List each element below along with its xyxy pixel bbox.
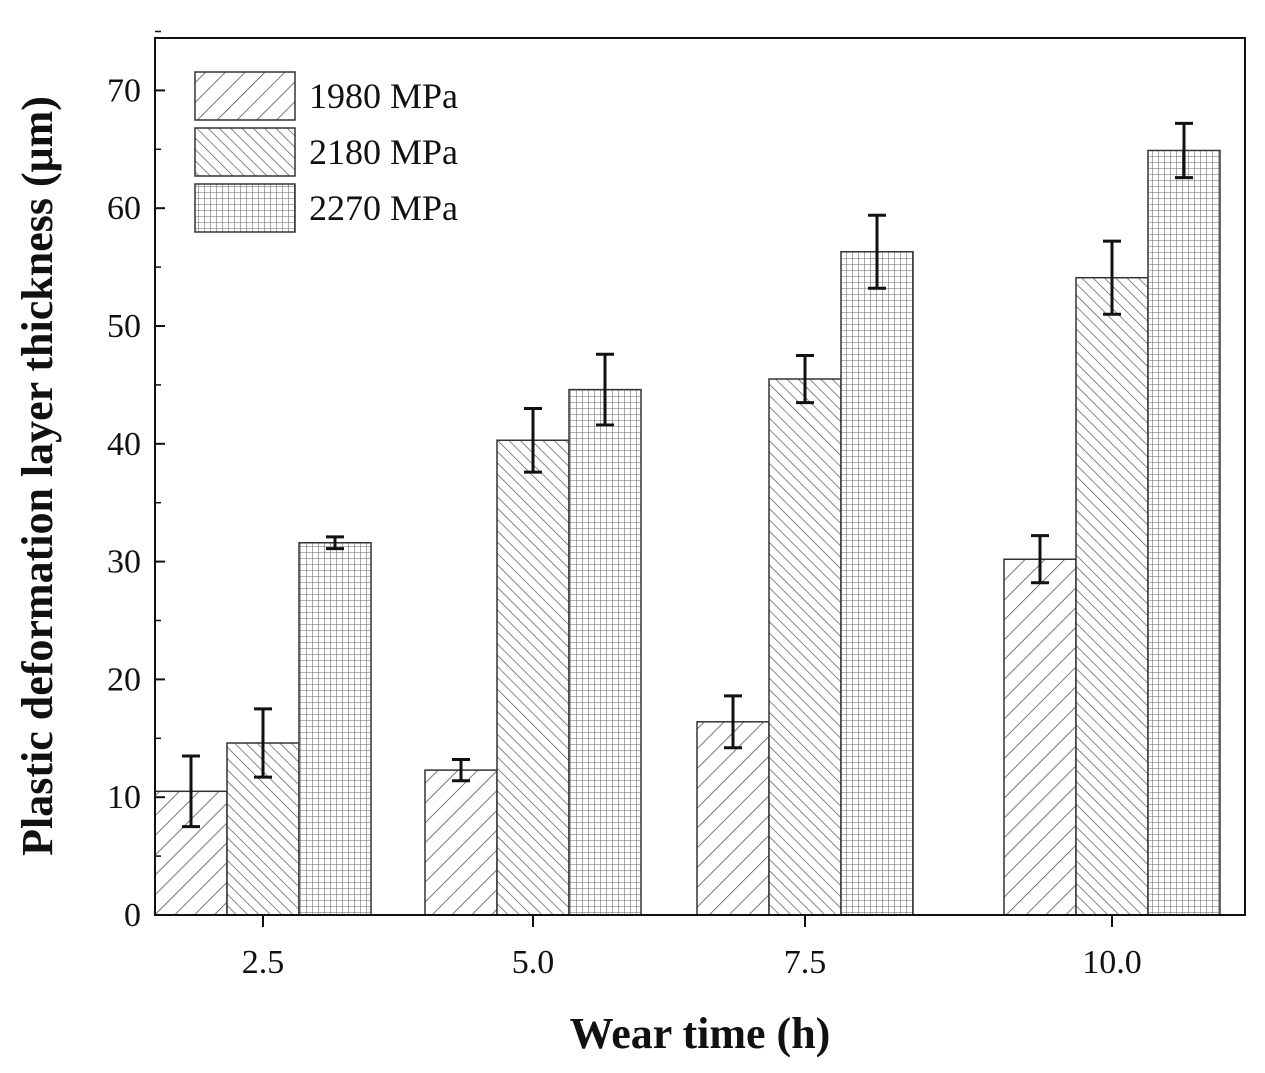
y-tick-label: 50 [107,308,141,345]
bar-2270-mpa-7.5 [840,251,914,916]
plot-frame [154,37,1246,916]
x-tick-label: 7.5 [784,944,827,981]
legend-label: 2270 MPa [309,188,458,228]
error-bar-2270-mpa-5.0 [596,352,614,427]
error-bar-2180-mpa-7.5 [796,353,814,405]
y-tick-label: 30 [107,544,141,581]
legend-item: 2180 MPa [194,127,458,177]
bar-2270-mpa-2.5 [298,542,372,916]
legend-label: 2180 MPa [309,132,458,172]
bar-1980-mpa-5.0 [424,769,498,916]
bar-2270-mpa-10.0 [1147,149,1221,916]
legend: 1980 MPa 2180 MPa 2270 MPa [194,71,458,233]
legend-item: 2270 MPa [194,183,458,233]
error-bar-2270-mpa-7.5 [868,213,886,290]
error-bar-2180-mpa-2.5 [254,707,272,779]
legend-swatch [194,127,296,177]
x-axis-title: Wear time (h) [570,1009,831,1058]
bar-2180-mpa-5.0 [496,439,570,916]
bar-2180-mpa-10.0 [1075,276,1149,916]
y-axis-title: Plastic deformation layer thickness (μm) [13,96,62,856]
bar-2270-mpa-5.0 [568,388,642,916]
error-bar-1980-mpa-2.5 [182,754,200,829]
error-bar-1980-mpa-10.0 [1031,534,1049,585]
error-bar-2270-mpa-10.0 [1175,121,1193,180]
bar-1980-mpa-7.5 [696,721,770,916]
bar-2180-mpa-7.5 [768,378,842,916]
legend-swatch [194,183,296,233]
x-tick-label: 10.0 [1082,944,1142,981]
y-tick-label: 70 [107,72,141,109]
x-tick-label: 5.0 [512,944,555,981]
y-tick-label: 60 [107,190,141,227]
bar-1980-mpa-10.0 [1003,558,1077,916]
error-bars-layer [182,121,1193,829]
error-bar-2180-mpa-5.0 [524,406,542,474]
error-bar-1980-mpa-7.5 [724,694,742,750]
y-axis: 0 10 20 30 40 50 60 70 [107,30,165,934]
bars-layer [154,149,1221,916]
y-tick-label: 0 [124,897,141,934]
error-bar-2180-mpa-10.0 [1103,239,1121,316]
legend-item: 1980 MPa [194,71,458,121]
y-tick-label: 40 [107,426,141,463]
y-tick-label: 20 [107,661,141,698]
x-tick-label: 2.5 [242,944,285,981]
legend-label: 1980 MPa [309,76,458,116]
y-tick-label: 10 [107,779,141,816]
error-bar-2270-mpa-2.5 [326,535,344,551]
x-axis: 2.5 5.0 7.5 10.0 [242,915,1142,981]
error-bar-1980-mpa-5.0 [452,758,470,783]
legend-swatch [194,71,296,121]
